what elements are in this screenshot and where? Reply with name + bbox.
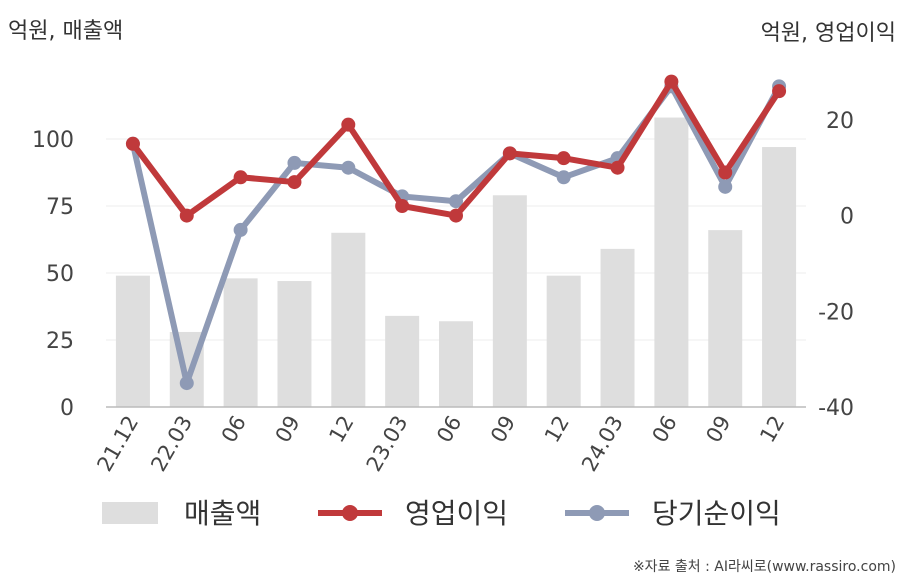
data-point <box>125 136 140 151</box>
bar-series <box>115 117 797 408</box>
left-tick-label: 75 <box>46 195 74 220</box>
left-unit-label: 억원, 매출액 <box>8 19 123 44</box>
bar <box>546 275 581 407</box>
data-point <box>233 222 248 237</box>
x-tick-label: 06 <box>217 412 251 447</box>
legend-label: 당기순이익 <box>652 497 781 530</box>
data-point <box>556 151 571 166</box>
right-tick-label: 0 <box>840 205 854 230</box>
left-tick-label: 25 <box>46 329 74 354</box>
data-point <box>449 194 463 209</box>
data-point <box>179 376 194 391</box>
bar <box>223 278 258 407</box>
bar <box>385 315 420 407</box>
data-point <box>287 155 302 170</box>
legend: 매출액 영업이익 당기순이익 <box>102 497 781 530</box>
bar <box>115 275 150 407</box>
data-point <box>502 146 517 161</box>
data-point <box>556 170 571 185</box>
legend-label: 매출액 <box>184 497 261 530</box>
legend-swatch-marker <box>342 505 358 521</box>
right-tick-label: -20 <box>818 300 854 325</box>
legend-swatch-bar <box>102 502 158 524</box>
data-point <box>287 175 302 190</box>
x-tick-label: 23.03 <box>362 412 413 476</box>
bar <box>762 147 797 408</box>
data-point <box>341 160 356 175</box>
right-tick-label: 20 <box>826 109 854 134</box>
x-tick-label: 09 <box>701 412 735 447</box>
data-point <box>664 74 679 89</box>
bar <box>708 230 743 407</box>
data-point <box>179 208 194 223</box>
x-tick-label: 12 <box>540 412 574 447</box>
left-axis-ticks: 0 25 50 75 100 <box>32 128 74 421</box>
x-tick-label: 12 <box>324 412 358 447</box>
x-tick-label: 09 <box>271 412 305 447</box>
data-point <box>718 179 733 194</box>
x-axis-ticks: 21.12 22.03 06 09 12 23.03 06 09 12 24.03 06 09 12 <box>92 412 789 476</box>
right-unit-label: 억원, 영업이익 <box>761 21 896 46</box>
right-axis-ticks: -40 -20 0 20 <box>818 109 854 421</box>
bar <box>492 195 527 407</box>
data-point <box>233 170 248 185</box>
bar <box>654 117 689 407</box>
bar <box>600 248 635 407</box>
x-tick-label: 22.03 <box>146 412 197 476</box>
x-tick-label: 06 <box>648 412 682 447</box>
legend-swatch-marker <box>589 505 605 521</box>
x-tick-label: 24.03 <box>577 412 628 476</box>
left-tick-label: 0 <box>60 396 74 421</box>
x-tick-label: 12 <box>755 412 789 447</box>
line-series <box>125 74 787 391</box>
data-point <box>395 199 410 213</box>
data-point <box>449 208 463 223</box>
data-point <box>772 84 787 99</box>
data-point <box>718 165 733 180</box>
x-tick-label: 06 <box>432 412 466 447</box>
right-tick-label: -40 <box>818 396 854 421</box>
bar <box>277 281 312 407</box>
data-point <box>610 160 625 175</box>
source-note: ※자료 출처 : AI라씨로(www.rassiro.com) <box>633 559 896 575</box>
x-tick-label: 09 <box>486 412 520 447</box>
bar <box>331 232 366 407</box>
left-tick-label: 50 <box>46 262 74 287</box>
left-tick-label: 100 <box>32 128 74 153</box>
bar <box>439 321 473 407</box>
x-tick-label: 21.12 <box>92 412 143 476</box>
data-point <box>341 117 356 132</box>
legend-label: 영업이익 <box>405 497 508 530</box>
